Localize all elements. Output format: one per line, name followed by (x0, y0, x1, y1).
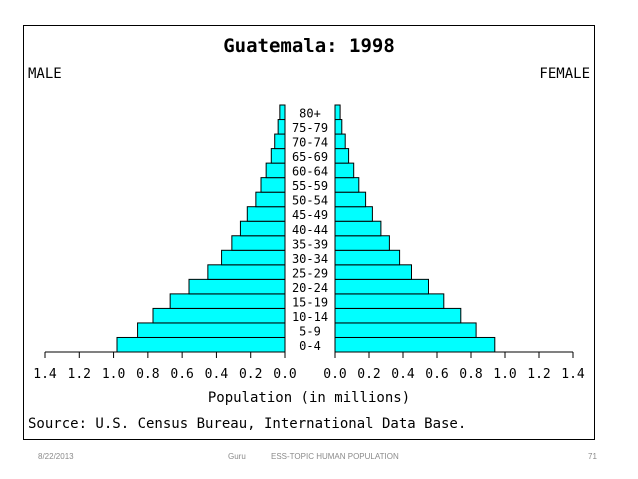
male-bar-65-69 (270, 148, 286, 164)
female-tick-label-0.0: 0.0 (323, 367, 346, 382)
female-tick-label-0.6: 0.6 (425, 367, 448, 382)
female-bar-0-4 (334, 336, 496, 353)
age-label-10-14: 10-14 (292, 310, 328, 324)
female-tick-label-0.8: 0.8 (459, 367, 482, 382)
male-tick-label-0.6: 0.6 (170, 367, 193, 382)
male-bar-50-54 (255, 191, 286, 208)
male-bar-0-4 (116, 336, 286, 353)
female-tick-label-1.0: 1.0 (493, 367, 516, 382)
female-bar-65-69 (334, 148, 350, 164)
female-bar-70-74 (334, 133, 346, 150)
male-bars (116, 104, 286, 353)
male-bar-20-24 (188, 278, 286, 295)
male-bar-5-9 (137, 322, 286, 338)
male-label: MALE (28, 66, 62, 82)
female-bar-30-34 (334, 249, 401, 266)
female-tick-label-0.2: 0.2 (357, 367, 380, 382)
female-bar-10-14 (334, 307, 462, 324)
age-label-20-24: 20-24 (292, 281, 328, 295)
age-label-25-29: 25-29 (292, 266, 328, 280)
age-label-35-39: 35-39 (292, 237, 328, 251)
male-bar-70-74 (274, 133, 286, 150)
female-bars (334, 104, 496, 353)
male-tick-label-0.8: 0.8 (136, 367, 159, 382)
female-label: FEMALE (539, 66, 590, 82)
age-label-45-49: 45-49 (292, 208, 328, 222)
x-axis-label: Population (in millions) (208, 390, 410, 406)
male-tick-label-0.0: 0.0 (273, 367, 296, 382)
male-bar-75-79 (277, 119, 286, 135)
age-label-0-4: 0-4 (299, 339, 321, 353)
female-bar-40-44 (334, 220, 382, 237)
footer-page-number: 71 (588, 452, 597, 461)
age-label-50-54: 50-54 (292, 194, 328, 208)
female-tick-label-1.2: 1.2 (527, 367, 550, 382)
age-label-70-74: 70-74 (292, 136, 328, 150)
male-tick-label-1.2: 1.2 (68, 367, 91, 382)
female-bar-20-24 (334, 278, 429, 295)
age-label-5-9: 5-9 (299, 324, 321, 338)
male-tick-label-0.4: 0.4 (205, 367, 229, 382)
male-bar-15-19 (169, 293, 286, 309)
age-label-55-59: 55-59 (292, 179, 328, 193)
chart-title: Guatemala: 1998 (223, 35, 395, 57)
female-bar-55-59 (334, 177, 360, 193)
male-bar-80+ (279, 104, 286, 121)
male-bar-30-34 (221, 249, 286, 266)
male-tick-label-1.0: 1.0 (102, 367, 125, 382)
female-tick-label-1.4: 1.4 (561, 367, 585, 382)
female-bar-60-64 (334, 162, 355, 179)
chart-frame (23, 25, 595, 440)
footer-topic: ESS-TOPIC HUMAN POPULATION (271, 452, 399, 461)
female-bar-25-29 (334, 264, 412, 280)
age-label-65-69: 65-69 (292, 150, 328, 164)
female-bar-45-49 (334, 206, 373, 222)
source-text: Source: U.S. Census Bureau, Internationa… (28, 416, 466, 432)
female-bar-50-54 (334, 191, 367, 208)
age-label-40-44: 40-44 (292, 223, 328, 237)
footer-date: 8/22/2013 (38, 452, 74, 461)
female-bar-5-9 (334, 322, 477, 338)
age-label-15-19: 15-19 (292, 295, 328, 309)
female-bar-80+ (334, 104, 341, 121)
female-bar-75-79 (334, 119, 343, 135)
male-tick-label-0.2: 0.2 (239, 367, 262, 382)
male-bar-25-29 (207, 264, 286, 280)
female-bar-15-19 (334, 293, 445, 309)
male-bar-10-14 (152, 307, 286, 324)
footer-author: Guru (228, 452, 246, 461)
male-bar-45-49 (246, 206, 286, 222)
female-tick-label-0.4: 0.4 (391, 367, 415, 382)
female-bar-35-39 (334, 235, 390, 251)
male-bar-35-39 (231, 235, 286, 251)
age-label-75-79: 75-79 (292, 121, 328, 135)
male-bar-60-64 (265, 162, 286, 179)
age-label-60-64: 60-64 (292, 165, 328, 179)
male-bar-55-59 (260, 177, 286, 193)
male-tick-label-1.4: 1.4 (33, 367, 57, 382)
age-group-labels: 0-45-910-1415-1920-2425-2930-3435-3940-4… (292, 107, 328, 353)
age-label-30-34: 30-34 (292, 252, 328, 266)
male-bar-40-44 (239, 220, 286, 237)
age-label-80+: 80+ (299, 107, 321, 121)
x-axes: 0.0 0.0 0.2 0.2 0.4 0.4 0.6 0.6 0.8 0.8 1.0 1.0 1.2 1… (33, 351, 585, 382)
